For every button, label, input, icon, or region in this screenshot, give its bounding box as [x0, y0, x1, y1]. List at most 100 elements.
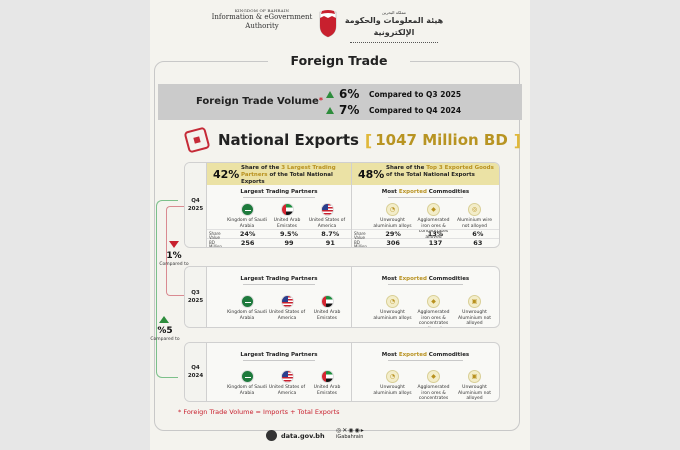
footnote-star: * [318, 96, 324, 105]
partner-item: United States of America [267, 370, 307, 396]
national-exports-title: National Exports [218, 131, 359, 149]
partner-item: United Arab Emirates [307, 370, 347, 396]
period-block-q3-2025: Q3 2025 Largest Trading Partners Kingdom … [184, 266, 500, 328]
social-handle[interactable]: ◎✕◉◉▸ iGabahrain [336, 428, 365, 441]
volume-pct: 6% [339, 87, 360, 101]
goods-list: ◔ Unwrought aluminium alloys ◆ Agglomerate… [372, 203, 495, 240]
goods-name: Unwrought aluminium alloys [373, 310, 412, 321]
goods-list: ◔ Unwrought aluminium alloys ◆ Agglomerate… [372, 370, 495, 401]
down-arrow-icon [169, 241, 179, 248]
partner-item: United Arab Emirates [307, 295, 347, 321]
subtitle-part: Most [381, 352, 399, 358]
up-arrow-icon [326, 106, 334, 114]
website-text: data.gov.bh [281, 431, 325, 440]
partner-name: United States of America [268, 310, 306, 321]
goods-pane: Most Exported Commodities ◔ Unwrought alu… [352, 267, 499, 327]
change-q3-value: 1% [166, 251, 182, 261]
value-label: Value BD Million [209, 235, 222, 248]
footnote: * Foreign Trade Volume = Imports + Total… [178, 408, 340, 416]
value-label: Value BD Million [354, 235, 367, 248]
subtitle-highlight: Exported [398, 189, 427, 195]
value-row: Value BD Million 256 99 91 [207, 235, 351, 248]
subtitle-highlight: Exported [398, 352, 427, 358]
up-arrow-icon [326, 90, 334, 98]
share-label: Share [209, 230, 221, 236]
aluminium-block-icon: ▣ [468, 370, 481, 383]
aluminium-ingot-icon: ◔ [386, 370, 399, 383]
goods-item: ◎ Aluminium wire not alloyed [454, 203, 495, 240]
national-exports-value: 1047 Million BD [375, 131, 508, 149]
goods-name: Agglomerated iron ores & concentrates al… [417, 385, 450, 401]
desc-part: Share of the [241, 165, 282, 171]
partners-subtitle: Largest Trading Partners [240, 352, 318, 358]
share-label: Share [354, 230, 366, 236]
arabic-underline [350, 40, 438, 43]
period-year: 2025 [187, 206, 204, 212]
goods-item: ▣ Unwrought Aluminium not alloyed [454, 295, 495, 327]
authority-name-en: KINGDOM OF BAHRAIN Information & eGovern… [210, 8, 314, 31]
goods-subtitle: Most Exported Commodities [352, 276, 499, 282]
wire-coil-icon: ◎ [468, 203, 481, 216]
desc-part: Share of the [386, 165, 427, 171]
period-block-q4-2025: Q4 2025 42% Share of the 3 Largest Tradin… [184, 162, 500, 248]
goods-item: ◆ Agglomerated iron ores & concentrates a… [413, 203, 454, 240]
volume-change-q4: 7% Compared to Q4 2024 [326, 102, 461, 118]
partner-name: United States of America [268, 385, 306, 396]
goods-name: Aluminium wire not alloyed [456, 218, 493, 229]
goods-item: ◔ Unwrought aluminium alloys [372, 203, 413, 240]
divider [243, 360, 315, 361]
share-value: 9.5% [279, 230, 298, 238]
uae-flag-icon [280, 203, 294, 216]
usa-flag-icon [320, 203, 334, 216]
period-year: 2025 [187, 298, 204, 304]
share-row: Share 24% 9.5% 8.7% [207, 229, 351, 238]
partner-list: Kingdom of Saudi Arabia United Arab Emir… [227, 203, 347, 229]
partner-item: United States of America [307, 203, 347, 229]
authority-name-ar-text: هيئة المعلومات والحكومة الإلكترونية [344, 16, 444, 37]
aluminium-block-icon: ▣ [468, 295, 481, 308]
divider [243, 197, 315, 198]
partners-share-bar: 42% Share of the 3 Largest Trading Partn… [207, 163, 351, 185]
aluminium-ingot-icon: ◔ [386, 203, 399, 216]
volume-compare: Compared to Q4 2024 [369, 105, 462, 115]
goods-list: ◔ Unwrought aluminium alloys ◆ Agglomerate… [372, 295, 495, 327]
iron-ore-icon: ◆ [427, 370, 440, 383]
authority-name-ar: مملكة البحرين هيئة المعلومات والحكومة ال… [344, 10, 444, 43]
goods-item: ◆ Agglomerated iron ores & concentrates a… [413, 370, 454, 401]
usa-flag-icon [280, 370, 294, 383]
website-link[interactable]: data.gov.bh [266, 430, 325, 441]
aluminium-ingot-icon: ◔ [386, 295, 399, 308]
up-arrow-icon [159, 316, 169, 323]
share-value: 24% [239, 230, 256, 238]
partner-item: United States of America [267, 295, 307, 321]
share-row: Share 29% 13% 6% [352, 229, 499, 238]
goods-item: ▣ Unwrought Aluminium not alloyed [454, 370, 495, 401]
goods-subtitle: Most Exported Commodities [352, 189, 499, 195]
iron-ore-icon: ◆ [427, 295, 440, 308]
goods-name: Unwrought aluminium alloys [373, 385, 412, 396]
desc-highlight: Top 3 Exported Goods [426, 165, 494, 171]
infographic-sheet: KINGDOM OF BAHRAIN Information & eGovern… [150, 0, 530, 450]
usa-flag-icon [280, 295, 294, 308]
partner-list: Kingdom of Saudi Arabia United States of… [227, 295, 347, 321]
goods-item: ◆ Agglomerated iron ores & concentrates a… [413, 295, 454, 327]
partner-item: United Arab Emirates [267, 203, 307, 229]
uae-flag-icon [320, 295, 334, 308]
goods-item: ◔ Unwrought aluminium alloys [372, 370, 413, 401]
goods-pane: Most Exported Commodities ◔ Unwrought alu… [352, 343, 499, 401]
partners-pane: Largest Trading Partners Kingdom of Saud… [207, 267, 352, 327]
partner-name: United States of America [308, 218, 346, 229]
partner-name: Kingdom of Saudi Arabia [227, 310, 267, 321]
value-row: Value BD Million 306 137 63 [352, 235, 499, 248]
partner-item: Kingdom of Saudi Arabia [227, 370, 267, 396]
share-value: 6% [472, 230, 484, 238]
period-label: Q4 2024 [185, 343, 207, 401]
goods-name: Unwrought Aluminium not alloyed [458, 385, 491, 401]
desc-part: of the Total National Exports [386, 172, 475, 178]
subtitle-highlight: Exported [398, 276, 427, 282]
header: KINGDOM OF BAHRAIN Information & eGovern… [150, 6, 530, 44]
period-label: Q4 2025 [185, 163, 207, 247]
period-block-q4-2024: Q4 2024 Largest Trading Partners Kingdom … [184, 342, 500, 402]
social-handle-text: iGabahrain [336, 434, 364, 440]
value-amount: 63 [473, 239, 483, 247]
